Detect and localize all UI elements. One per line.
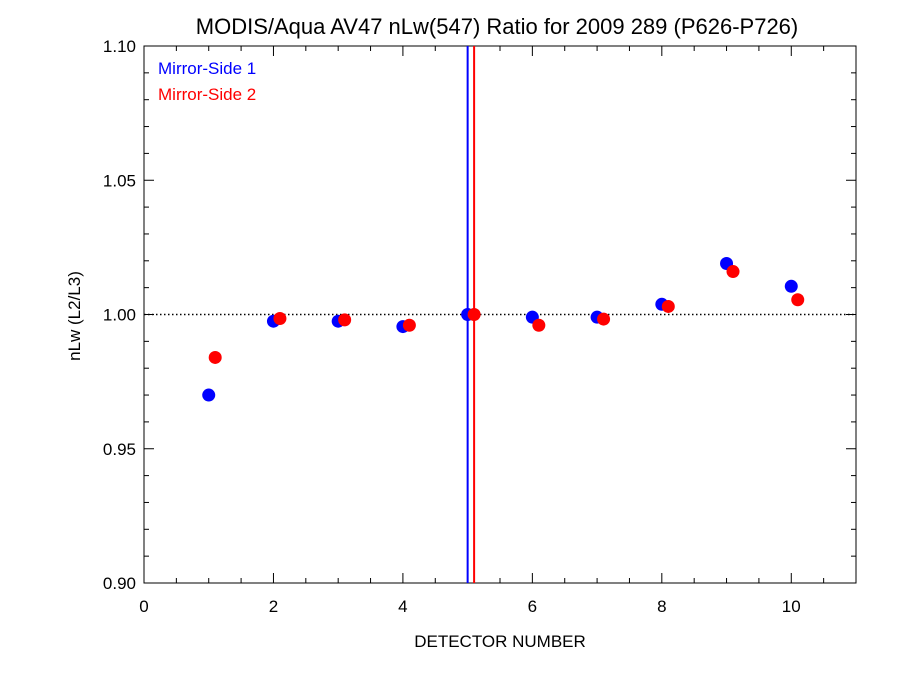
series-2-point: [532, 318, 546, 332]
series-2-point: [791, 293, 805, 307]
x-tick-label: 10: [782, 597, 801, 616]
x-tick-label: 6: [528, 597, 537, 616]
series-2-point: [467, 308, 481, 321]
legend-entry-mirror-side-1: Mirror-Side 1: [158, 59, 256, 78]
x-tick-label: 0: [139, 597, 148, 616]
legend: Mirror-Side 1 Mirror-Side 2: [158, 59, 256, 104]
x-tick-label: 8: [657, 597, 666, 616]
series-2-point: [338, 313, 352, 327]
series-2-point: [597, 312, 611, 326]
series-2-point: [273, 312, 287, 326]
series-1-point: [784, 279, 798, 293]
x-tick-label: 2: [269, 597, 278, 616]
series-2-point: [402, 318, 416, 332]
y-axis-label: nLw (L2/L3): [65, 271, 84, 361]
y-tick-label: 0.95: [103, 440, 136, 459]
series-2-point: [208, 350, 222, 364]
y-tick-label: 0.90: [103, 574, 136, 593]
y-tick-label: 1.05: [103, 171, 136, 190]
data-points: [202, 256, 805, 402]
x-tick-labels: 0 2 4 6 8 10: [139, 597, 800, 616]
series-2-point: [661, 299, 675, 313]
x-axis-label: DETECTOR NUMBER: [414, 632, 586, 651]
y-tick-label: 1.00: [103, 306, 136, 325]
y-tick-labels: 0.90 0.95 1.00 1.05 1.10: [103, 37, 136, 593]
y-tick-label: 1.10: [103, 37, 136, 56]
chart-title: MODIS/Aqua AV47 nLw(547) Ratio for 2009 …: [196, 14, 799, 39]
legend-entry-mirror-side-2: Mirror-Side 2: [158, 85, 256, 104]
x-tick-label: 4: [398, 597, 407, 616]
series-2-point: [726, 265, 740, 279]
series-1-point: [202, 388, 216, 402]
